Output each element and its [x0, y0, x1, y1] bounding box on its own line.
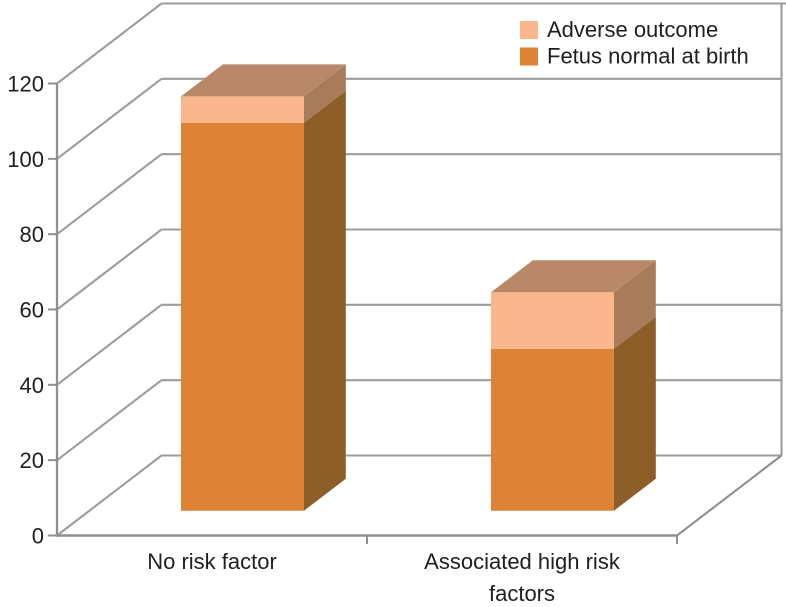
bar-segment-front [491, 348, 614, 511]
y-tick-label: 0 [32, 524, 44, 549]
x-category-label: No risk factor [147, 549, 277, 574]
gridline-diagonal [56, 454, 163, 537]
y-tick-label: 40 [20, 373, 44, 398]
gridline-diagonal [56, 228, 163, 311]
gridline-diagonal [56, 153, 163, 236]
bar-segment-front [181, 96, 304, 123]
bar-segment-side [304, 90, 346, 511]
gridline-diagonal [56, 77, 163, 160]
legend-label: Adverse outcome [547, 17, 718, 42]
y-tick-label: 120 [7, 72, 44, 97]
floor-right-edge [676, 454, 783, 537]
bar-2 [491, 260, 656, 511]
gridlines [56, 2, 786, 537]
x-category-label: factors [489, 581, 555, 606]
legend-label: Fetus normal at birth [547, 44, 749, 69]
axis-labels: 0 20 40 60 80 100 120 No risk factor Associated … [7, 72, 621, 607]
bar-segment-side [614, 260, 656, 349]
y-tick-label: 60 [20, 298, 44, 323]
x-category-label: Associated high risk [424, 549, 621, 574]
bar-segment-front [181, 122, 304, 511]
y-tick-label: 80 [20, 222, 44, 247]
axes [48, 82, 783, 544]
bar-segment-side [304, 64, 346, 123]
gridline-diagonal [56, 303, 163, 386]
y-tick-label: 20 [20, 448, 44, 473]
bar-segment-side [614, 316, 656, 511]
legend-swatch [520, 47, 538, 66]
legend-swatch [520, 21, 538, 39]
gridline-diagonal [56, 379, 163, 462]
y-tick-label: 100 [7, 147, 44, 172]
bar-1 [181, 64, 346, 511]
bar-top-face [181, 64, 346, 97]
bar-segment-front [491, 292, 614, 349]
bars [181, 64, 656, 511]
bar-top-face [491, 260, 656, 293]
gridline-diagonal [56, 2, 163, 85]
